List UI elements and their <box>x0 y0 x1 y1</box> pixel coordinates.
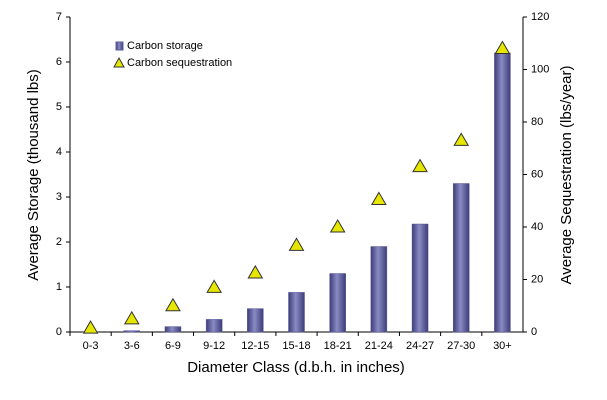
triangle-marker <box>206 279 223 293</box>
bar <box>205 319 223 333</box>
y2-axis-title: Average Sequestration (lbs/year) <box>558 65 575 284</box>
y2-tick-label: 40 <box>531 221 543 233</box>
y-tick-label: 5 <box>56 101 62 113</box>
x-tick-label: 12-15 <box>241 340 269 352</box>
y2-tick-label: 100 <box>531 63 549 75</box>
bar <box>452 183 470 333</box>
y2-tick-label: 120 <box>531 11 549 23</box>
y2-tick-label: 20 <box>531 273 543 285</box>
y2-tick-label: 80 <box>531 116 543 128</box>
y2-tick-label: 60 <box>531 168 543 180</box>
bar <box>288 292 305 333</box>
bar <box>123 330 141 333</box>
y-tick-label: 6 <box>56 56 62 68</box>
x-tick-label: 3-6 <box>124 340 140 352</box>
legend-swatch <box>115 41 124 51</box>
y-tick-label: 7 <box>56 11 62 23</box>
bar <box>329 273 346 333</box>
triangle-marker <box>370 191 387 205</box>
legend-swatch <box>113 56 125 68</box>
y-tick-label: 3 <box>56 191 62 203</box>
x-tick-label: 9-12 <box>203 340 225 352</box>
bar <box>411 223 429 333</box>
triangle-marker <box>165 297 181 312</box>
legend-label: Carbon storage <box>127 40 203 52</box>
triangle-marker <box>288 237 305 251</box>
triangle-marker <box>123 310 140 325</box>
legend-label: Carbon sequestration <box>127 57 232 69</box>
x-tick-label: 15-18 <box>282 340 310 352</box>
y-tick-label: 2 <box>56 236 62 248</box>
y-tick-label: 1 <box>56 281 62 293</box>
y2-tick-label: 0 <box>531 326 537 338</box>
y-tick-label: 0 <box>56 326 62 338</box>
y-tick-label: 4 <box>56 146 62 158</box>
x-tick-label: 18-21 <box>324 340 352 352</box>
x-tick-label: 24-27 <box>406 340 434 352</box>
triangle-marker <box>247 264 264 279</box>
triangle-marker <box>329 219 346 233</box>
x-tick-label: 27-30 <box>447 340 475 352</box>
triangle-marker <box>453 132 470 146</box>
bar <box>494 52 511 333</box>
y-axis-title: Average Storage (thousand lbs) <box>25 69 42 281</box>
bar <box>370 246 388 333</box>
bar <box>164 326 182 333</box>
triangle-marker <box>494 40 511 54</box>
bar <box>247 308 264 333</box>
triangle-marker <box>412 158 428 173</box>
triangle-marker <box>82 320 99 334</box>
x-tick-label: 30+ <box>493 340 512 352</box>
x-axis-title: Diameter Class (d.b.h. in inches) <box>187 359 405 376</box>
x-tick-label: 6-9 <box>165 340 181 352</box>
x-tick-label: 0-3 <box>83 340 99 352</box>
x-tick-label: 21-24 <box>365 340 393 352</box>
